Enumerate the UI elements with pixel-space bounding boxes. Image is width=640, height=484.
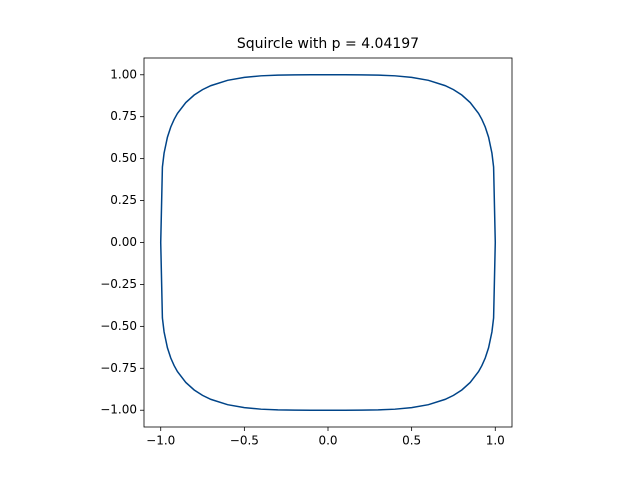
x-tick-label: −0.5 bbox=[230, 434, 259, 448]
y-tick-label: 0.25 bbox=[110, 193, 137, 207]
y-tick-label: 0.50 bbox=[110, 151, 137, 165]
chart-title: Squircle with p = 4.04197 bbox=[237, 36, 419, 52]
y-tick-label: −0.50 bbox=[100, 319, 137, 333]
x-tick-label: −1.0 bbox=[146, 434, 175, 448]
y-tick-label: −0.25 bbox=[100, 277, 137, 291]
y-tick-label: 1.00 bbox=[110, 67, 137, 81]
x-tick-label: 0.0 bbox=[318, 434, 337, 448]
y-tick-label: 0.75 bbox=[110, 109, 137, 123]
x-tick-label: 0.5 bbox=[402, 434, 421, 448]
y-tick-label: 0.00 bbox=[110, 235, 137, 249]
y-tick-label: −1.00 bbox=[100, 403, 137, 417]
plot-frame bbox=[143, 57, 513, 428]
x-tick-label: 1.0 bbox=[486, 434, 505, 448]
y-tick-label: −0.75 bbox=[100, 361, 137, 375]
line bbox=[159, 74, 497, 411]
